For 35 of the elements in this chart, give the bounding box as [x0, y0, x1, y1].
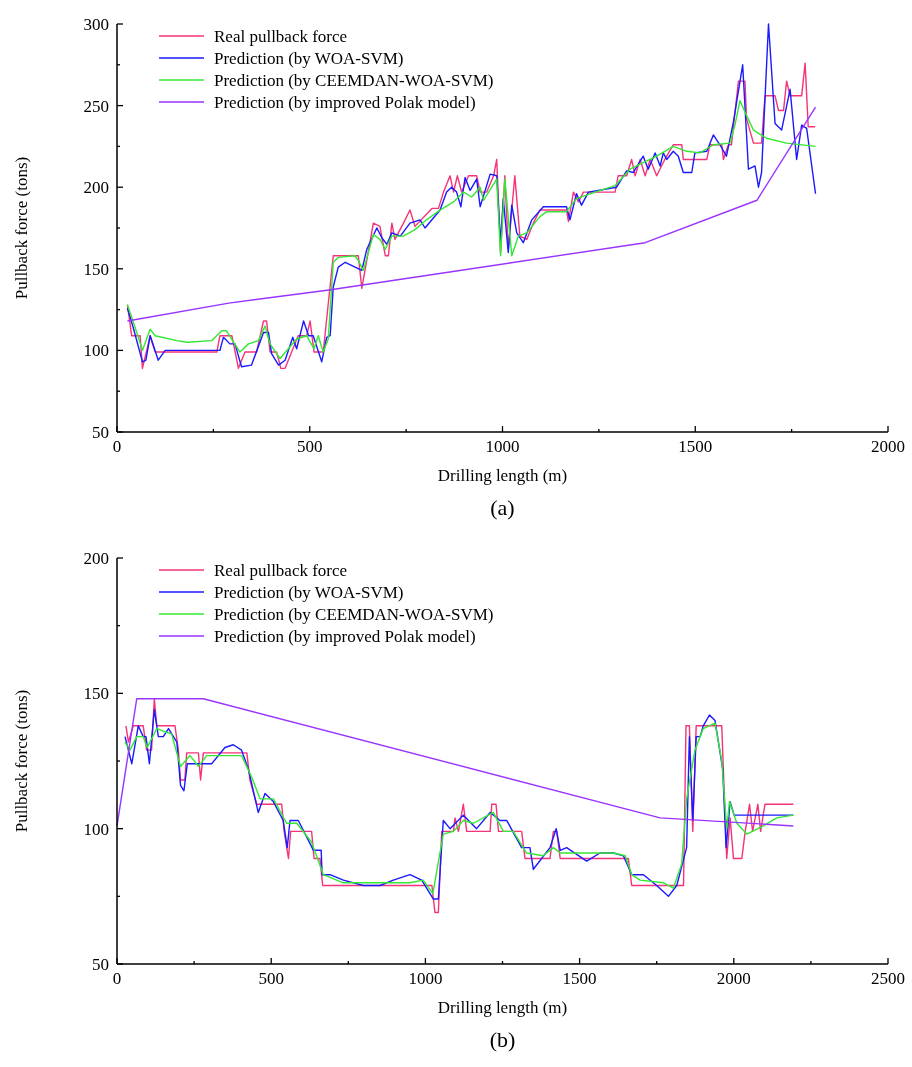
x-axis-title: Drilling length (m): [437, 466, 568, 485]
x-tick-label: 2000: [871, 437, 905, 456]
x-tick-label: 2000: [716, 969, 751, 988]
y-tick-label: 200: [83, 178, 109, 198]
y-tick-label: 50: [92, 422, 109, 442]
legend-label: Prediction (by improved Polak model): [214, 92, 476, 112]
y-tick-label: 100: [83, 341, 109, 361]
legend-label: Prediction (by WOA-SVM): [214, 582, 404, 602]
x-tick-label: 500: [297, 437, 323, 456]
text: (a): [490, 495, 515, 520]
x-tick-label: 2500: [871, 969, 905, 988]
legend-label: Prediction (by CEEMDAN-WOA-SVM): [214, 70, 494, 90]
x-tick-label: 1000: [485, 437, 520, 456]
y-axis-title: Pullback force (tons): [12, 689, 31, 833]
x-tick-label: 1000: [408, 969, 443, 988]
legend-label: Prediction (by WOA-SVM): [214, 48, 404, 68]
x-tick-label: 0: [112, 969, 122, 988]
y-tick-label: 100: [83, 819, 109, 839]
x-tick-label: 0: [112, 437, 122, 456]
y-tick-label: 150: [83, 684, 109, 704]
y-tick-label: 300: [83, 14, 109, 34]
x-tick-label: 500: [258, 969, 284, 988]
y-tick-label: 50: [92, 954, 109, 974]
legend-label: Prediction (by CEEMDAN-WOA-SVM): [214, 604, 494, 624]
x-axis-title: Drilling length (m): [437, 998, 568, 1017]
y-tick-label: 150: [83, 259, 109, 279]
text: (b): [489, 1027, 516, 1052]
x-tick-label: 1500: [678, 437, 713, 456]
legend-label: Prediction (by improved Polak model): [214, 626, 476, 646]
legend-label: Real pullback force: [214, 26, 348, 46]
legend-label: Real pullback force: [214, 560, 348, 580]
y-tick-label: 200: [83, 548, 109, 568]
y-axis-title: Pullback force (tons): [12, 156, 31, 300]
x-tick-label: 1500: [562, 969, 597, 988]
y-tick-label: 250: [83, 96, 109, 116]
